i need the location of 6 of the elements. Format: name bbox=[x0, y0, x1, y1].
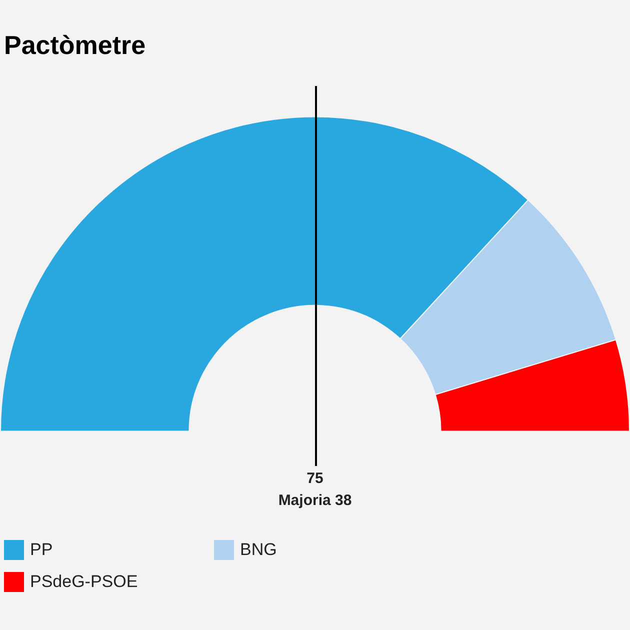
legend-label: PP bbox=[30, 540, 53, 560]
text: 75 bbox=[306, 470, 324, 487]
chart-title: Pactòmetre bbox=[4, 30, 146, 61]
text: Majoria 38 bbox=[277, 492, 353, 509]
legend-label: BNG bbox=[240, 540, 277, 560]
legend-label: PSdeG-PSOE bbox=[30, 572, 138, 592]
